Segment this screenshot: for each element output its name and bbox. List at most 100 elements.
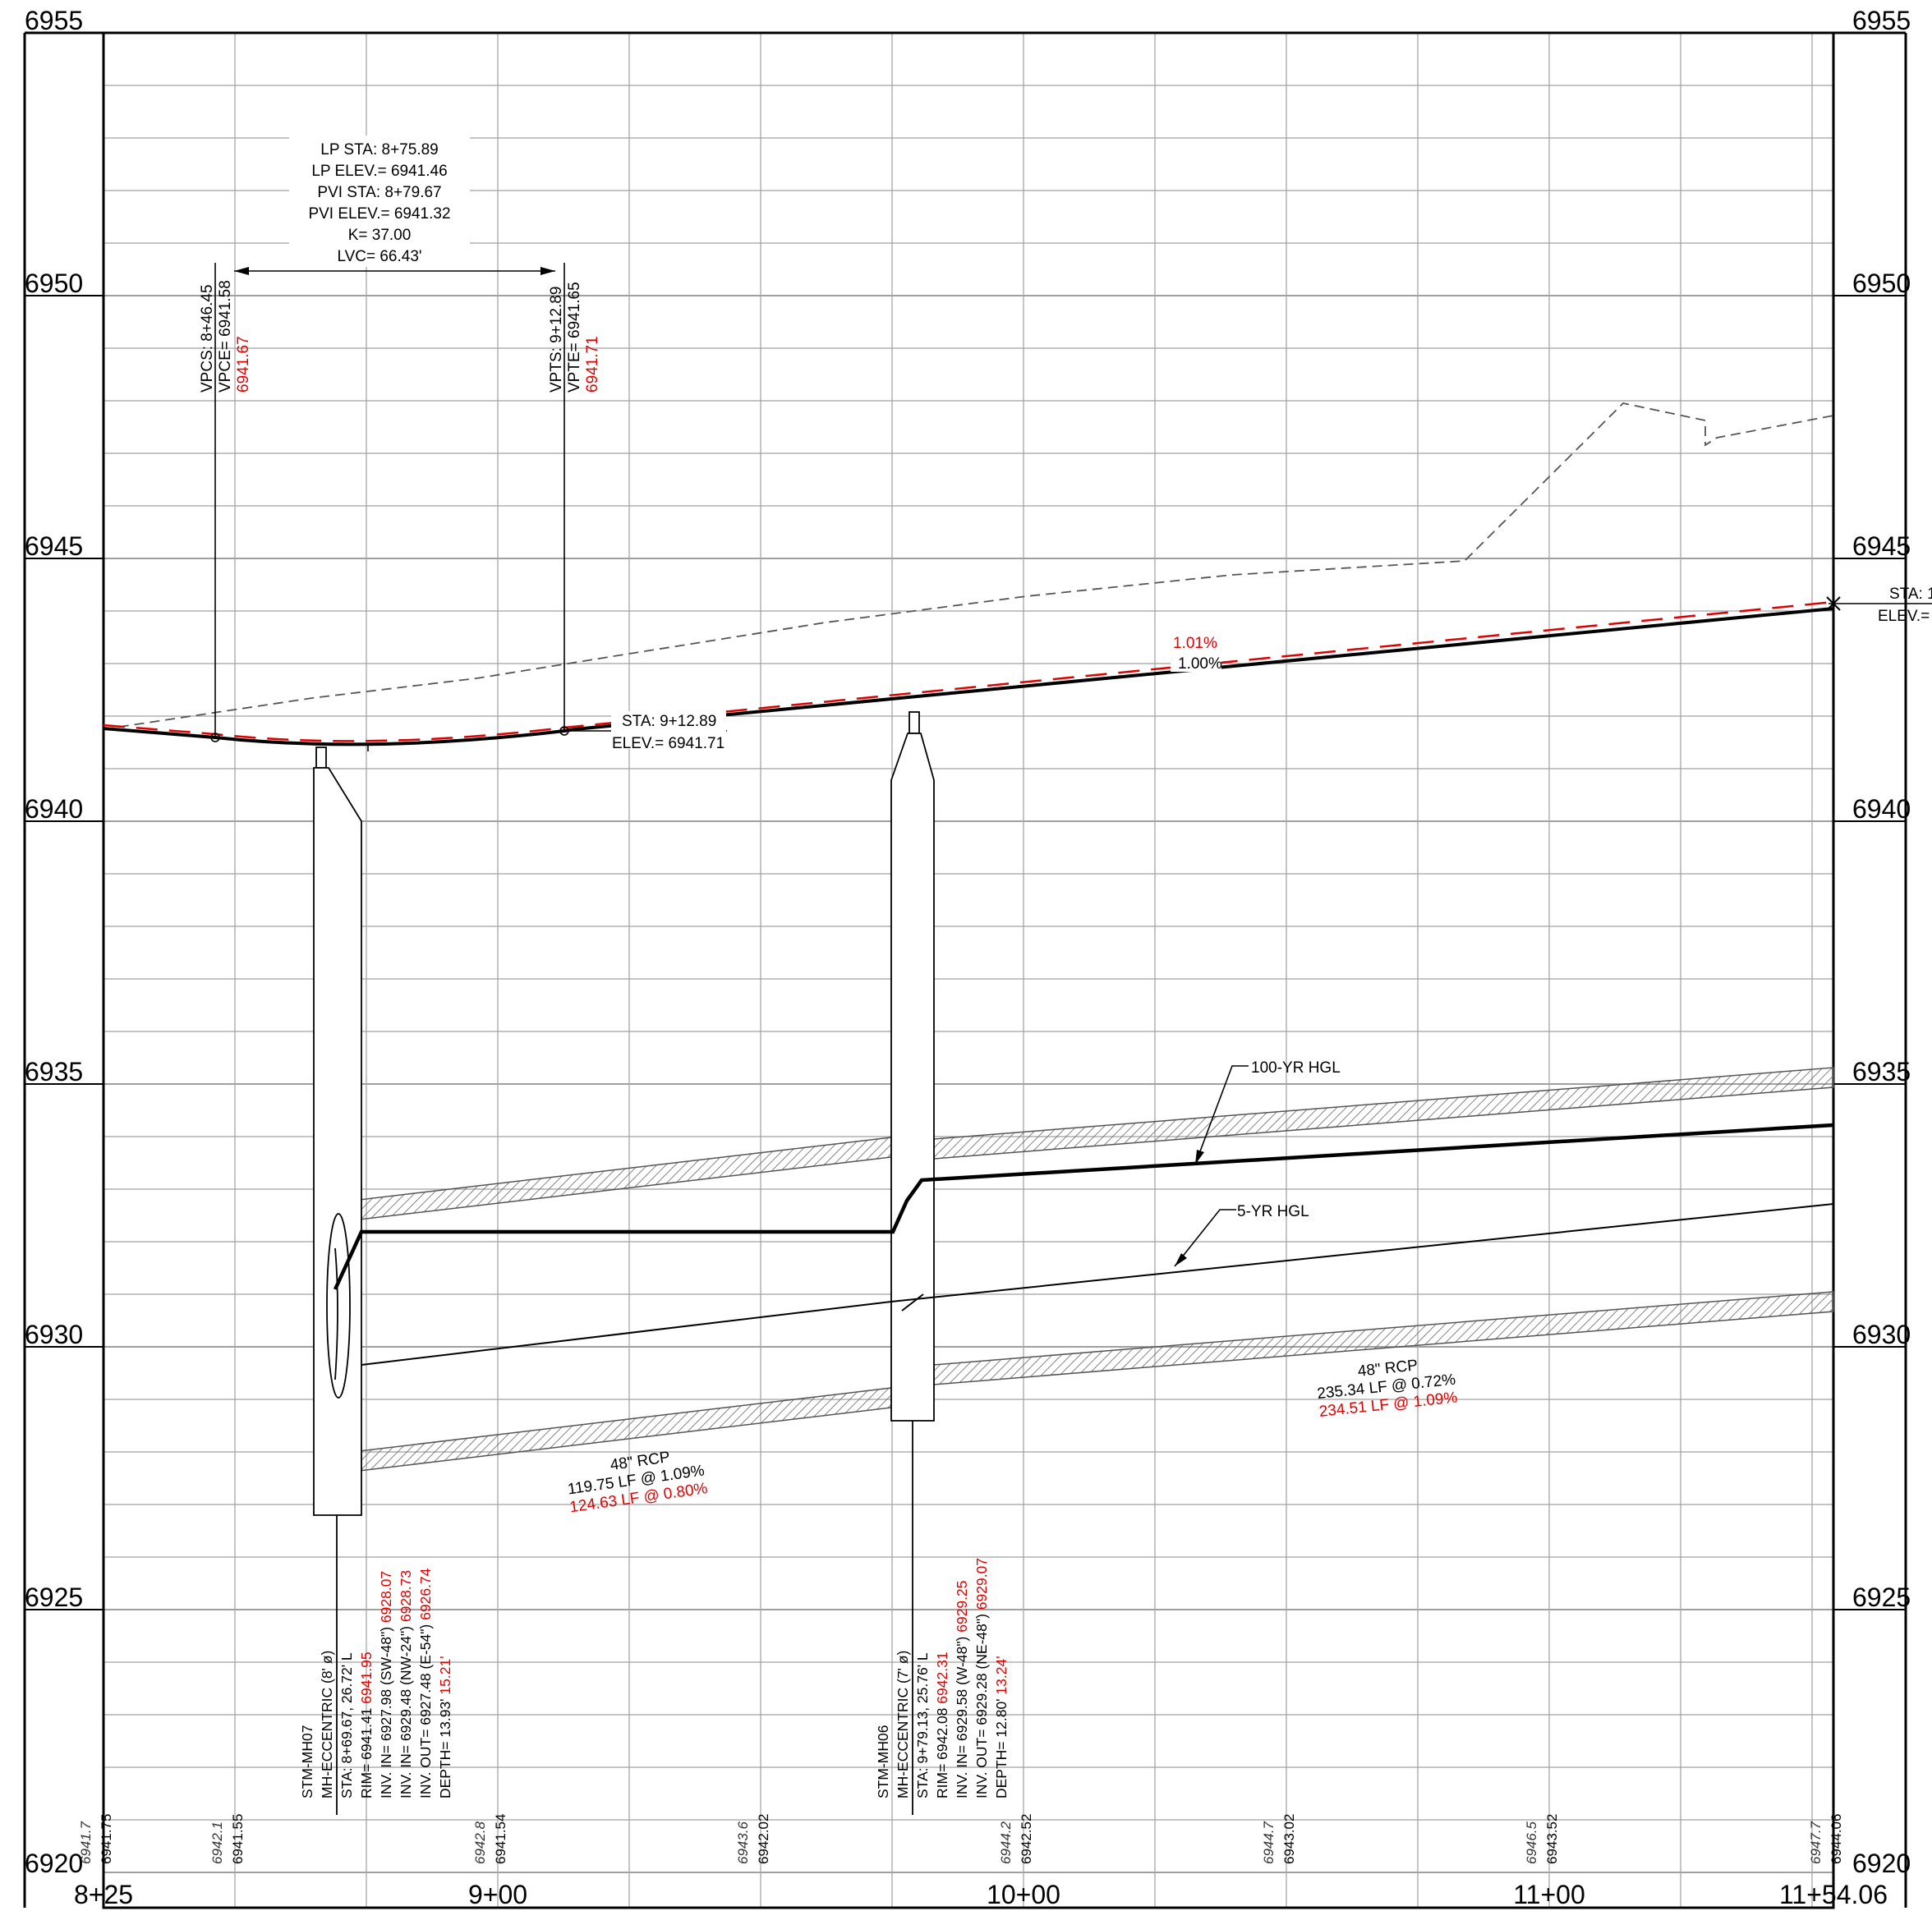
elev-label-right: 6930 xyxy=(1852,1320,1911,1349)
svg-text:DEPTH= 13.93' 15.21': DEPTH= 13.93' 15.21' xyxy=(437,1656,453,1798)
elev-label-left: 6940 xyxy=(25,794,83,824)
existing-elev-tick: 6943.6 xyxy=(735,1821,751,1864)
hgl-5yr-break xyxy=(901,1293,924,1312)
existing-grade-label: 1.00% xyxy=(1178,655,1222,673)
proposed-elev-tick: 6942.02 xyxy=(756,1814,771,1864)
elev-label-right: 6920 xyxy=(1852,1849,1911,1878)
mh06-label: STM-MH06 MH-ECCENTRIC (7' ø) STA: 9+79.1… xyxy=(875,1558,1010,1798)
svg-text:DEPTH= 12.80' 13.24': DEPTH= 12.80' 13.24' xyxy=(993,1656,1010,1798)
svg-text:MH-ECCENTRIC (8' ø): MH-ECCENTRIC (8' ø) xyxy=(319,1651,335,1798)
vpt-label: VPTS: 9+12.89 VPTE= 6941.65 6941.71 xyxy=(548,282,601,393)
proposed-elev-tick: 6941.75 xyxy=(99,1814,114,1864)
proposed-profile-line xyxy=(103,607,1834,746)
elev-label-right: 6945 xyxy=(1852,531,1911,561)
elev-label-right: 6955 xyxy=(1852,6,1911,35)
svg-text:STA: 8+69.67, 26.72' L: STA: 8+69.67, 26.72' L xyxy=(338,1652,355,1798)
elev-label-right: 6925 xyxy=(1852,1583,1911,1612)
bottom-ticks: 6941.7 6941.75 6942.1 6941.55 6942.8 694… xyxy=(78,1814,1844,1864)
curve-data-line: LP STA: 8+75.89 xyxy=(320,141,438,158)
svg-text:STM-MH07: STM-MH07 xyxy=(299,1725,315,1798)
pipe-top-hatch-left xyxy=(358,1137,892,1220)
curve-data-bg xyxy=(289,136,470,267)
existing-elev-tick: 6946.5 xyxy=(1524,1821,1539,1864)
svg-text:STM-MH06: STM-MH06 xyxy=(875,1725,891,1798)
svg-text:VPCS: 8+46.45: VPCS: 8+46.45 xyxy=(199,284,216,393)
station-label: 11+54.06 xyxy=(1779,1880,1888,1909)
svg-text:VPTE= 6941.65: VPTE= 6941.65 xyxy=(566,282,583,393)
svg-text:RIM= 6941.41 6941.95: RIM= 6941.41 6941.95 xyxy=(358,1651,375,1798)
pipe-top-hatch-right xyxy=(933,1067,1834,1160)
svg-text:STA: 9+79.13, 25.76' L: STA: 9+79.13, 25.76' L xyxy=(914,1652,931,1798)
svg-text:RIM= 6942.08 6942.31: RIM= 6942.08 6942.31 xyxy=(934,1651,950,1798)
svg-text:INV. IN= 6929.48 (NW-24") 6928: INV. IN= 6929.48 (NW-24") 6928.73 xyxy=(398,1570,414,1798)
vpc-label: VPCS: 8+46.45 VPCE= 6941.58 6941.67 xyxy=(199,280,252,393)
elevation-underlines xyxy=(25,32,1906,1610)
pipe-label-left: 48" RCP 119.75 LF @ 1.09% 124.63 LF @ 0.… xyxy=(567,1449,709,1516)
hgl-5yr-leader xyxy=(1174,1209,1236,1267)
design-profile-red-dashed xyxy=(103,600,1834,742)
mh07-label: STM-MH07 MH-ECCENTRIC (8' ø) STA: 8+69.6… xyxy=(299,1568,453,1798)
hgl-100yr-line xyxy=(333,1123,1834,1290)
proposed-elev-tick: 6943.02 xyxy=(1281,1814,1297,1864)
elev-label-left: 6920 xyxy=(25,1849,83,1878)
existing-elev-tick: 6944.2 xyxy=(998,1821,1014,1864)
curve-data-line: LVC= 66.43' xyxy=(337,248,421,265)
existing-elev-tick: 6947.7 xyxy=(1808,1821,1824,1864)
grade-label-bg xyxy=(1171,636,1221,672)
proposed-elev-tick: 6943.52 xyxy=(1544,1814,1560,1864)
point-sta-label: STA: 9+12.89 xyxy=(622,713,716,730)
curve-data-line: PVI STA: 8+79.67 xyxy=(317,184,441,201)
end-sta-label: STA: 1 xyxy=(1889,586,1932,603)
elev-label-right: 6940 xyxy=(1852,794,1911,824)
elevation-labels: 6955 6955 6950 6950 6945 6945 6940 6940 … xyxy=(25,6,1911,1878)
station-label: 8+25 xyxy=(74,1880,133,1909)
pipe-label-right: 48" RCP 235.34 LF @ 0.72% 234.51 LF @ 1.… xyxy=(1316,1357,1458,1421)
elev-label-right: 6950 xyxy=(1852,269,1911,298)
curve-data-line: LP ELEV.= 6941.46 xyxy=(311,163,447,180)
curve-data-block: LP STA: 8+75.89 LP ELEV.= 6941.46 PVI ST… xyxy=(308,141,450,265)
elev-label-left: 6930 xyxy=(25,1320,83,1349)
point-elev-label: ELEV.= 6941.71 xyxy=(612,735,724,752)
hgl-100yr-leader xyxy=(1194,1065,1249,1165)
vertical-curve-markers xyxy=(210,263,569,751)
svg-text:INV. IN= 6929.58 (W-48") 6929.: INV. IN= 6929.58 (W-48") 6929.25 xyxy=(954,1581,970,1799)
svg-text:6941.71: 6941.71 xyxy=(584,336,601,393)
svg-text:INV. OUT= 6927.48 (E-54") 6926: INV. OUT= 6927.48 (E-54") 6926.74 xyxy=(417,1568,434,1798)
proposed-elev-tick: 6941.55 xyxy=(230,1814,246,1864)
manhole-mh07 xyxy=(313,746,362,1815)
elev-label-right: 6935 xyxy=(1852,1057,1911,1086)
manhole-mh06 xyxy=(890,711,935,1815)
hgl-5yr-line xyxy=(361,1203,1834,1366)
elev-label-left: 6950 xyxy=(25,269,83,298)
station-labels: 8+25 9+00 10+00 11+00 11+54.06 xyxy=(74,1880,1888,1909)
svg-text:VPTS: 9+12.89: VPTS: 9+12.89 xyxy=(548,287,565,393)
hgl-5yr-label: 5-YR HGL xyxy=(1237,1203,1309,1220)
elev-label-left: 6935 xyxy=(25,1057,83,1086)
svg-text:INV. OUT= 6929.28 (NE-48") 692: INV. OUT= 6929.28 (NE-48") 6929.07 xyxy=(973,1558,990,1798)
svg-text:INV. IN= 6927.98 (SW-48") 6928: INV. IN= 6927.98 (SW-48") 6928.07 xyxy=(378,1571,394,1798)
elev-label-left: 6955 xyxy=(25,6,83,35)
existing-elev-tick: 6942.1 xyxy=(209,1821,225,1864)
existing-elev-tick: 6941.7 xyxy=(78,1821,94,1864)
end-elev-label: ELEV.= xyxy=(1878,608,1930,625)
proposed-elev-tick: 6941.54 xyxy=(493,1814,508,1864)
elev-label-left: 6945 xyxy=(25,531,83,561)
svg-text:6941.67: 6941.67 xyxy=(235,336,252,393)
curve-data-line: PVI ELEV.= 6941.32 xyxy=(308,205,450,223)
existing-elev-tick: 6944.7 xyxy=(1261,1821,1276,1864)
station-label: 9+00 xyxy=(468,1880,527,1909)
end-point-marker xyxy=(1826,596,1841,611)
hgl-100yr-label: 100-YR HGL xyxy=(1251,1059,1341,1077)
proposed-elev-tick: 6942.52 xyxy=(1019,1814,1034,1864)
point-label-bg xyxy=(611,711,726,749)
elev-label-left: 6925 xyxy=(25,1583,83,1612)
curve-data-line: K= 37.00 xyxy=(348,227,412,244)
proposed-grade-label: 1.01% xyxy=(1173,635,1217,652)
svg-text:MH-ECCENTRIC (7' ø): MH-ECCENTRIC (7' ø) xyxy=(895,1651,911,1798)
station-label: 10+00 xyxy=(987,1880,1060,1909)
svg-text:VPCE= 6941.58: VPCE= 6941.58 xyxy=(217,280,234,393)
station-label: 11+00 xyxy=(1513,1880,1585,1909)
proposed-elev-tick: 6944.06 xyxy=(1828,1814,1844,1864)
existing-elev-tick: 6942.8 xyxy=(472,1821,488,1864)
